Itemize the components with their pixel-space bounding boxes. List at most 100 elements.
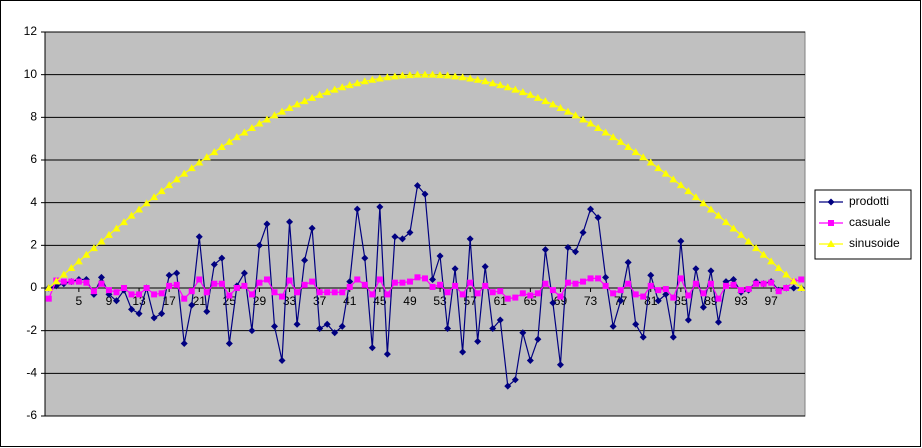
data-point (646, 158, 655, 166)
data-point (82, 250, 91, 258)
legend-marker (827, 198, 835, 206)
data-point (158, 310, 166, 318)
data-point (654, 297, 662, 305)
data-point (308, 93, 317, 101)
data-point (429, 275, 437, 283)
x-tick-label: 9 (106, 294, 113, 308)
data-point (128, 305, 136, 313)
data-point (519, 290, 526, 297)
data-point (143, 285, 150, 291)
data-point (346, 283, 353, 290)
data-point (714, 318, 722, 326)
data-point (59, 270, 68, 278)
data-point (398, 71, 407, 79)
data-point (579, 115, 588, 123)
data-point (98, 280, 105, 287)
data-point (211, 280, 218, 287)
data-point (557, 293, 564, 300)
data-point (556, 361, 564, 369)
x-tick-label: 29 (253, 294, 267, 308)
data-point (639, 333, 647, 341)
x-tick-label: 13 (132, 294, 146, 308)
data-point (390, 72, 399, 80)
data-point (345, 81, 354, 89)
data-point (68, 278, 75, 285)
data-point (489, 289, 496, 296)
data-point (151, 291, 158, 298)
data-point (226, 292, 233, 299)
data-point (548, 100, 557, 108)
data-point (300, 97, 309, 105)
data-point (331, 329, 339, 337)
data-point (797, 284, 806, 291)
data-point (768, 279, 775, 286)
data-point (459, 348, 467, 356)
data-point (406, 278, 413, 285)
data-point (707, 280, 714, 287)
data-point (595, 275, 602, 282)
data-point (632, 291, 639, 298)
data-point (413, 70, 422, 78)
data-point (428, 70, 437, 78)
data-point (503, 83, 512, 91)
data-point (278, 357, 286, 365)
data-point (286, 277, 293, 284)
data-point (580, 278, 587, 285)
data-point (669, 333, 677, 341)
y-tick-label: 0 (30, 280, 37, 294)
data-point (437, 281, 444, 288)
data-point (753, 280, 760, 287)
data-point (481, 77, 490, 85)
data-point (700, 290, 707, 297)
data-point (526, 357, 534, 365)
data-point (715, 295, 722, 302)
data-point (383, 350, 391, 358)
data-point (210, 261, 218, 269)
data-point (104, 230, 113, 238)
data-point (270, 111, 279, 119)
legend-label: casuale (849, 215, 891, 229)
y-tick-label: 6 (30, 152, 37, 166)
data-point (616, 137, 625, 145)
data-point (632, 320, 640, 328)
x-tick-label: 93 (734, 294, 748, 308)
data-point (617, 297, 625, 305)
data-point (44, 284, 53, 291)
data-point (90, 288, 97, 295)
data-point (368, 75, 377, 83)
data-point (399, 279, 406, 286)
data-point (361, 254, 369, 262)
data-point (218, 254, 226, 262)
data-point (452, 282, 459, 289)
data-point (421, 190, 429, 198)
x-tick-label: 61 (494, 294, 508, 308)
data-point (684, 187, 693, 195)
data-point (669, 175, 678, 183)
data-point (594, 124, 603, 131)
data-point (504, 295, 511, 302)
data-point (391, 233, 399, 241)
data-point (482, 282, 489, 289)
data-point (647, 282, 654, 289)
data-point (369, 291, 376, 298)
data-point (738, 287, 745, 294)
data-point (263, 220, 271, 228)
y-tick-label: 2 (30, 238, 37, 252)
data-point (691, 193, 700, 201)
data-point (541, 246, 549, 254)
data-point (767, 257, 776, 265)
data-point (45, 295, 52, 302)
data-point (601, 128, 610, 136)
data-point (338, 322, 346, 330)
data-point (97, 237, 106, 245)
data-point (233, 285, 240, 291)
legend-label: prodotti (849, 194, 889, 208)
data-point (790, 284, 798, 292)
x-tick-label: 45 (373, 294, 387, 308)
data-point (571, 248, 579, 256)
data-point (294, 289, 301, 296)
data-point (196, 276, 203, 283)
data-point (744, 237, 753, 245)
data-point (331, 289, 338, 296)
